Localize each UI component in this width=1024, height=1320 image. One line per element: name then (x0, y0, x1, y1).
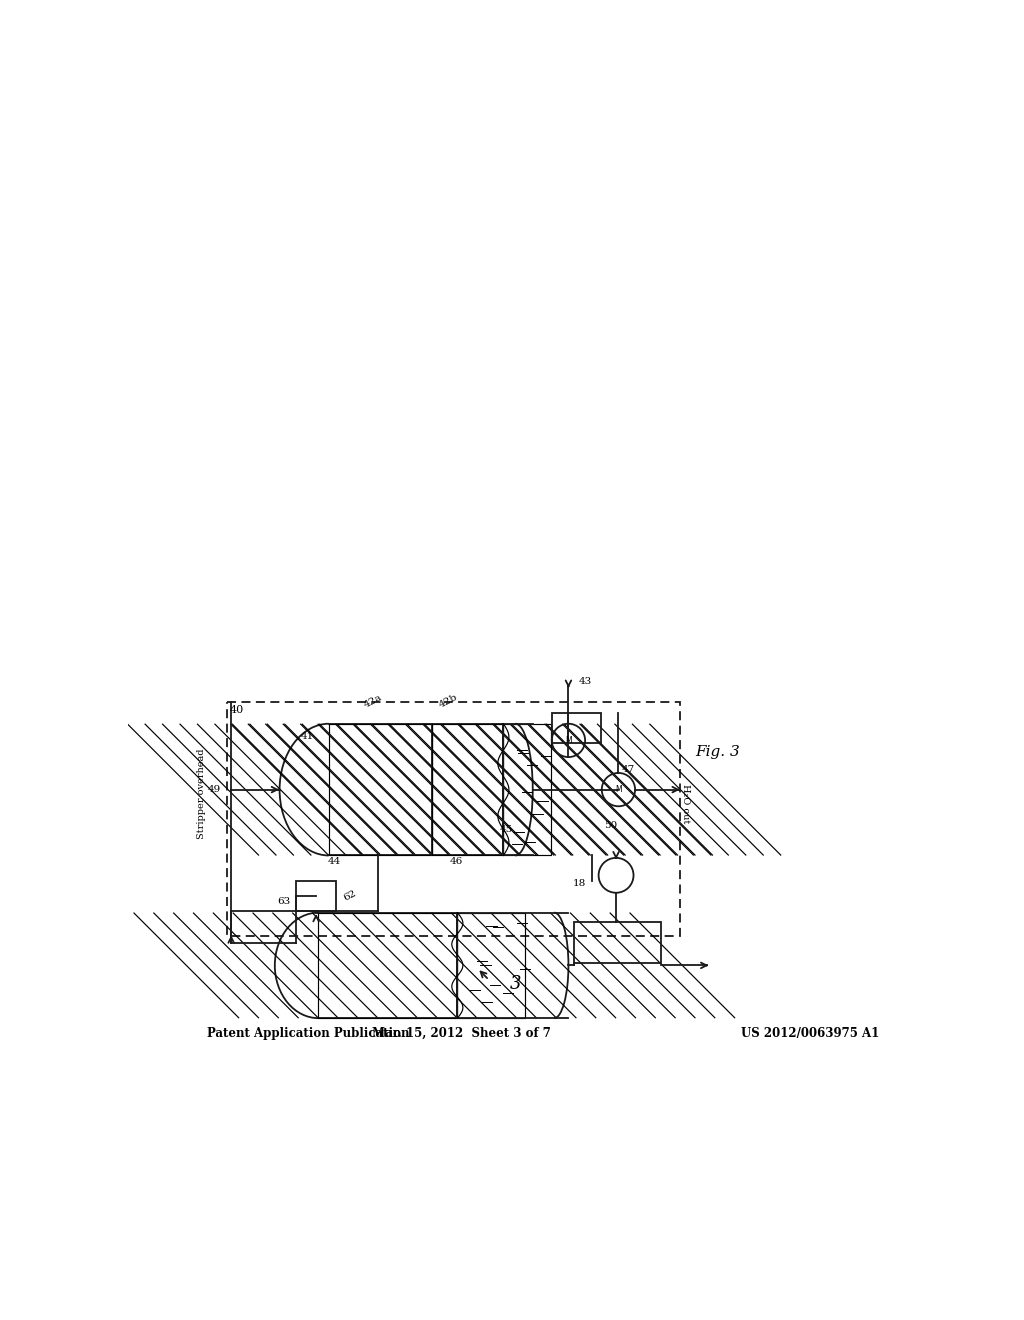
Text: 41: 41 (301, 731, 314, 741)
Text: Stripper overhead: Stripper overhead (198, 748, 206, 838)
Bar (329, 723, 432, 855)
Text: 49: 49 (208, 785, 221, 795)
Bar (552, 713, 601, 743)
Text: Patent Application Publication: Patent Application Publication (207, 1027, 410, 1040)
Text: 18: 18 (572, 879, 586, 888)
Bar (574, 923, 662, 964)
Text: Mar. 15, 2012  Sheet 3 of 7: Mar. 15, 2012 Sheet 3 of 7 (372, 1027, 551, 1040)
Bar (318, 912, 458, 1018)
Text: 50: 50 (604, 821, 617, 830)
Bar (504, 723, 551, 855)
Text: Fig. 3: Fig. 3 (695, 746, 740, 759)
Text: 42b: 42b (437, 693, 460, 710)
Bar (458, 912, 524, 1018)
Bar (329, 723, 432, 855)
Text: M: M (565, 737, 571, 744)
Bar (296, 880, 336, 911)
Text: US 2012/0063975 A1: US 2012/0063975 A1 (741, 1027, 880, 1040)
Text: M: M (615, 785, 622, 795)
Bar (318, 912, 458, 1018)
Bar (432, 723, 504, 855)
Text: H₂O out: H₂O out (681, 784, 690, 824)
Text: 44: 44 (328, 857, 341, 866)
Text: 47: 47 (622, 764, 635, 774)
Bar (227, 702, 680, 936)
Text: 43: 43 (579, 677, 592, 686)
Text: 46: 46 (450, 857, 463, 866)
Text: 3: 3 (510, 975, 521, 993)
Text: 40: 40 (229, 705, 244, 714)
Bar (432, 723, 504, 855)
Text: 63: 63 (278, 898, 291, 907)
Text: 62: 62 (342, 888, 358, 903)
Text: 45: 45 (500, 825, 513, 834)
Text: 42a: 42a (362, 693, 383, 710)
